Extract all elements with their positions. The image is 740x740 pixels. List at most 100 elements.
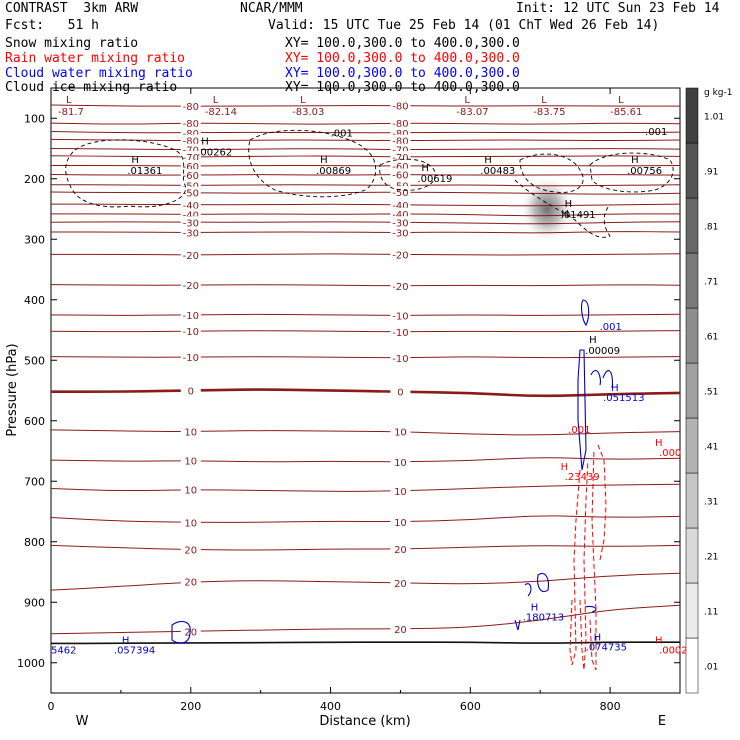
isotherm-label: -10 xyxy=(392,354,408,365)
cloud-water-column xyxy=(577,349,587,471)
colorbar-swatch xyxy=(685,142,699,199)
ice-max-mark: H xyxy=(320,155,328,166)
forecast-hour: Fcst: 51 h xyxy=(5,18,99,33)
rain-max-mark: H xyxy=(561,462,569,473)
isotherm-label: -60 xyxy=(392,171,408,182)
isotherm-line xyxy=(50,221,681,225)
isotherm-label-bg xyxy=(390,216,411,228)
isotherm-label-bg xyxy=(180,186,201,198)
isotherm-label: -80 xyxy=(183,129,199,140)
isotherm-label-bg xyxy=(390,168,411,180)
temperature-min-mark: L xyxy=(300,95,306,106)
isotherm-label: -40 xyxy=(392,210,408,221)
isotherm-label-bg xyxy=(180,169,201,181)
isotherm-label-bg xyxy=(180,226,201,238)
isotherm-label-bg xyxy=(390,576,411,588)
ice-contour-central xyxy=(248,129,377,198)
ice-max-value: .01491 xyxy=(561,210,596,221)
x-axis-title: Distance (km) xyxy=(319,714,410,729)
isotherm-label-bg xyxy=(180,198,201,210)
y-tick-label: 600 xyxy=(24,415,45,428)
isotherm-label-bg xyxy=(390,279,411,291)
colorbar: .01 .11 .21 .31 .41 .51 .61 .71 .81 .91 1.01 xyxy=(685,87,724,694)
isotherm-label-bg xyxy=(390,117,411,129)
isotherm-line xyxy=(50,191,681,195)
isotherm-label-bg xyxy=(390,226,411,238)
colorbar-level-label: .11 xyxy=(704,608,718,618)
isotherm-label: -20 xyxy=(183,281,199,292)
y-tick-label: 1000 xyxy=(17,657,45,670)
valid-time: Valid: 15 UTC Tue 25 Feb 14 (01 ChT Wed … xyxy=(268,18,660,33)
cloud-water-top xyxy=(581,299,590,326)
init-time: Init: 12 UTC Sun 23 Feb 14 xyxy=(516,1,720,16)
isotherm-line xyxy=(50,604,681,635)
colorbar-swatch xyxy=(685,637,699,694)
isotherm-label: -10 xyxy=(392,328,408,339)
ice-max-mark: H xyxy=(589,335,597,346)
isotherm-label: 20 xyxy=(184,546,197,557)
isotherm-label: -60 xyxy=(392,162,408,173)
ice-max-value: .00619 xyxy=(417,174,452,185)
isotherm-label-bg xyxy=(180,160,201,172)
isotherm-label-bg xyxy=(390,150,411,162)
field-xy-rain: XY= 100.0,300.0 to 400.0,300.0 xyxy=(285,51,520,66)
isotherm-label-bg xyxy=(390,134,411,146)
isotherm-label-bg xyxy=(180,325,201,337)
isotherm-label-bg xyxy=(180,126,201,138)
isotherm-line xyxy=(51,231,681,234)
cloud-water-low-east xyxy=(537,572,549,593)
isotherm-line xyxy=(50,515,681,523)
contour-label: .001 xyxy=(331,128,353,139)
isotherm-label: -20 xyxy=(183,251,199,262)
isotherm-label: -70 xyxy=(392,153,408,164)
isotherm-line xyxy=(51,253,681,256)
isotherm-label: -10 xyxy=(183,327,199,338)
isotherm-label: -40 xyxy=(183,210,199,221)
isotherm-label-bg xyxy=(390,248,411,260)
model-title: CONTRAST 3km ARW xyxy=(5,1,139,16)
isotherm-label-bg xyxy=(180,143,201,155)
y-tick-label: 400 xyxy=(24,294,45,307)
axis-layer: 0 200 400 600 800100200300400500600700800900… xyxy=(17,88,681,713)
colorbar-swatch xyxy=(685,527,699,584)
snow-max-mark: H xyxy=(561,209,569,220)
y-tick-label: 900 xyxy=(24,596,45,609)
isotherm-line xyxy=(51,184,681,187)
isotherm-label-bg xyxy=(180,351,201,363)
isotherm-label: -20 xyxy=(392,250,408,261)
isotherm-label-bg xyxy=(390,385,411,397)
colorbar-swatch xyxy=(685,417,699,474)
cloud-water-low-west xyxy=(171,620,191,644)
isotherm-line xyxy=(51,213,680,217)
field-name-snow: Snow mixing ratio xyxy=(5,36,139,51)
isotherm-label: -60 xyxy=(183,171,199,182)
isotherm-line xyxy=(50,138,681,141)
isotherm-label-bg xyxy=(390,515,411,527)
cloud-water-low-east-3 xyxy=(584,606,597,613)
cloud-water-low-east-4 xyxy=(514,619,521,631)
isotherm-layer: -80-80-80-80-80-80-80-80-70-70-70-70-60-… xyxy=(50,99,681,645)
isotherm-label: -80 xyxy=(392,102,408,113)
colorbar-swatch xyxy=(685,307,699,364)
field-xy-cloud-water: XY= 100.0,300.0 to 400.0,300.0 xyxy=(285,66,520,81)
y-tick-label: 800 xyxy=(24,536,45,549)
field-name-rain: Rain water mixing ratio xyxy=(5,51,186,66)
ice-max-mark: H xyxy=(421,163,429,174)
y-tick-label: 100 xyxy=(24,112,45,125)
isotherm-label: 20 xyxy=(184,578,197,589)
contour-label: .001 xyxy=(568,425,590,436)
isotherm-line xyxy=(50,457,681,463)
temperature-min-value: -83.75 xyxy=(533,107,565,118)
x-tick-label: 600 xyxy=(460,700,481,713)
temperature-min-value: -83.03 xyxy=(292,107,324,118)
organization: NCAR/MMM xyxy=(240,1,303,16)
isotherm-label-bg xyxy=(180,625,201,637)
colorbar-level-label: .31 xyxy=(704,498,718,508)
isotherm-label: -30 xyxy=(392,229,408,240)
isotherm-line xyxy=(50,429,681,436)
isotherm-label: 10 xyxy=(394,518,407,529)
y-axis-title: Pressure (hPa) xyxy=(5,343,20,436)
isotherm-label: -80 xyxy=(392,119,408,130)
isotherm-line xyxy=(50,131,681,134)
